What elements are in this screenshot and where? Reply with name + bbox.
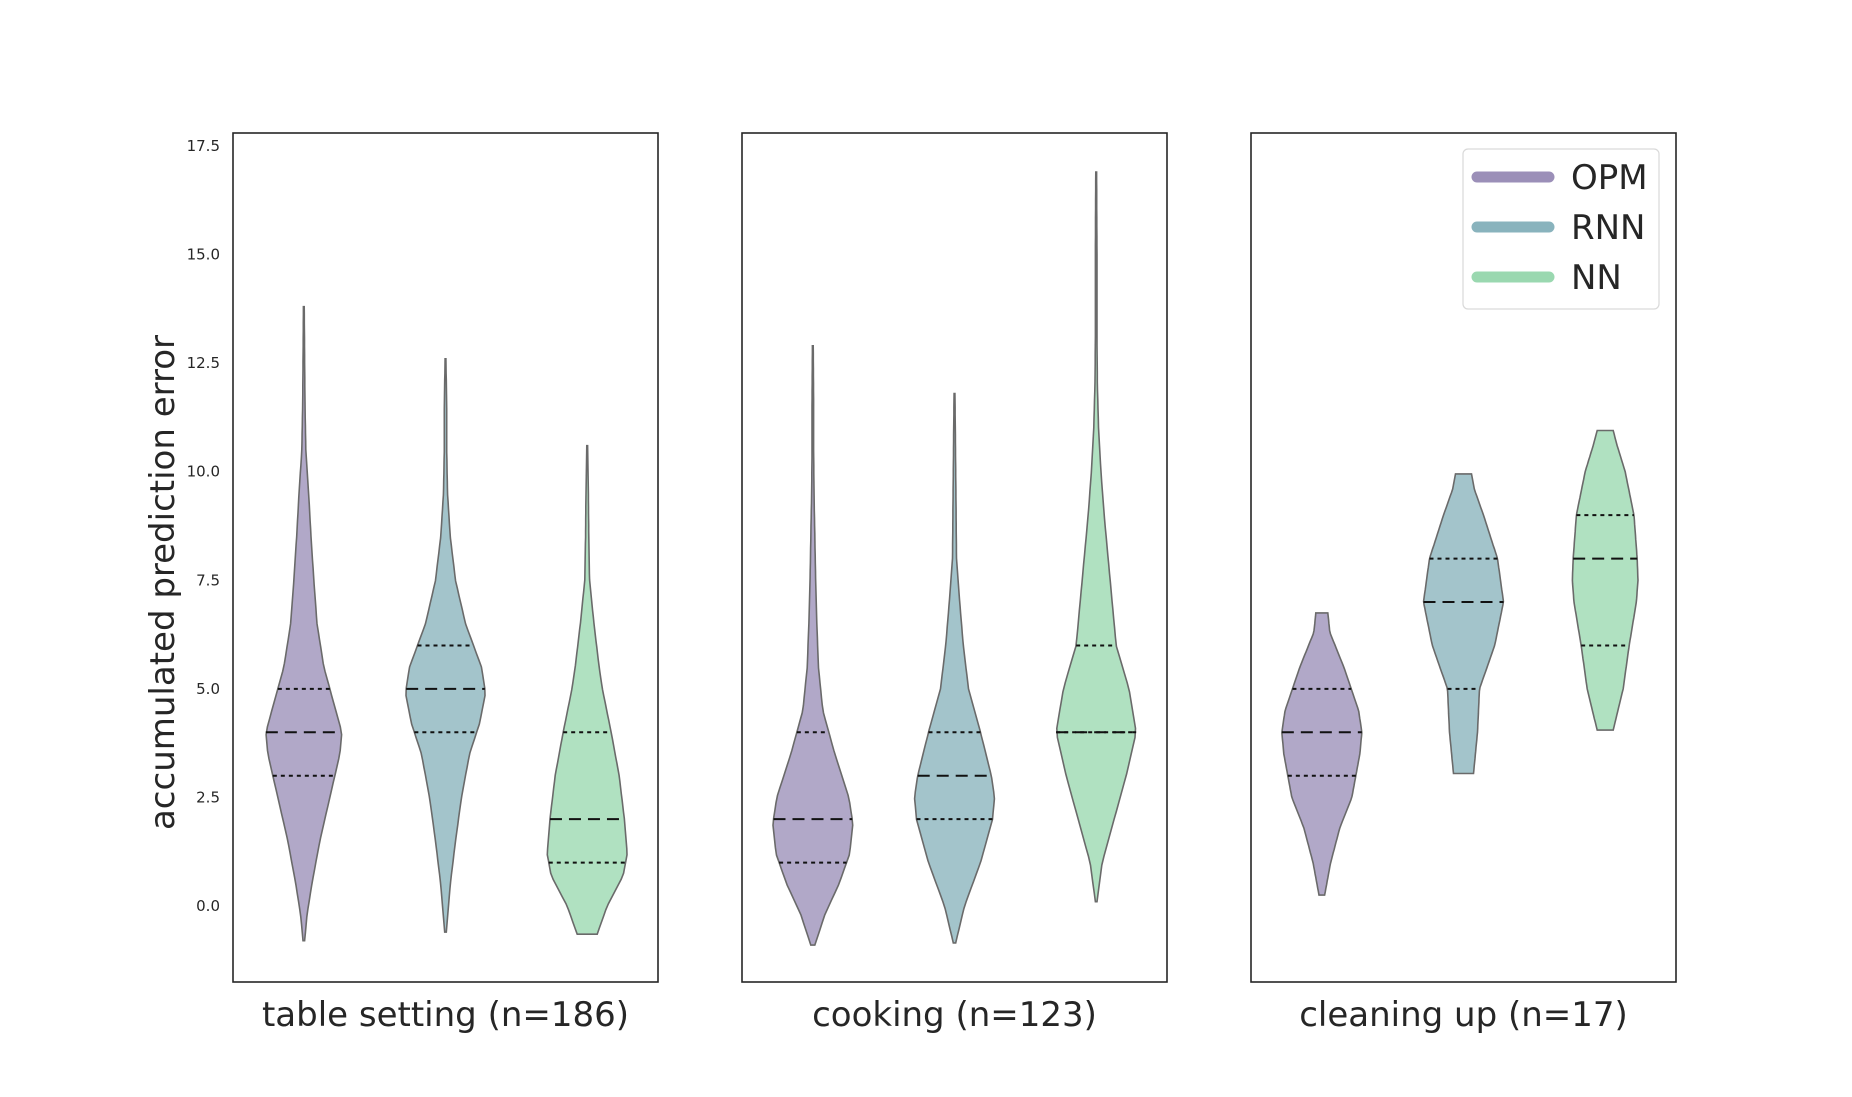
panel-1: table setting (n=186) [232,132,659,1035]
violin-nn [1571,429,1639,731]
violin-opm [772,345,854,946]
axes-layer: 0.0 2.5 5.0 7.5 10.0 12.5 15.0 17.5 table settin… [187,132,1677,1035]
panel-title: cooking (n=123) [812,995,1097,1035]
violin-opm [1281,612,1363,896]
y-tick-label: 7.5 [196,571,220,589]
y-tick-label: 2.5 [196,788,220,806]
legend: OPM RNN NN [1462,148,1660,310]
violin-opm [265,305,343,942]
violin-nn [1055,171,1137,903]
violin-nn [546,444,628,935]
panel-title: table setting (n=186) [262,995,629,1035]
y-tick-label: 5.0 [196,680,220,698]
panel-frame [232,132,659,983]
panel-frame [1250,132,1677,983]
y-tick-label: 17.5 [187,137,220,155]
legend-label-nn: NN [1571,258,1622,298]
y-tick-label: 0.0 [196,897,220,915]
panel-title: cleaning up (n=17) [1299,995,1628,1035]
legend-box [1462,148,1660,310]
panel-3: cleaning up (n=17) [1250,132,1677,1035]
legend-label-rnn: RNN [1571,208,1646,248]
panel-2: cooking (n=123) [741,132,1168,1035]
y-axis-label: accumulated prediction error [143,335,183,830]
violin-rnn [913,392,996,944]
panel-frame [741,132,1168,983]
violin-rnn [1422,473,1505,775]
legend-label-opm: OPM [1571,158,1648,198]
y-tick-label: 15.0 [187,246,220,264]
y-tick-label: 12.5 [187,354,220,372]
y-tick-label: 10.0 [187,463,220,481]
